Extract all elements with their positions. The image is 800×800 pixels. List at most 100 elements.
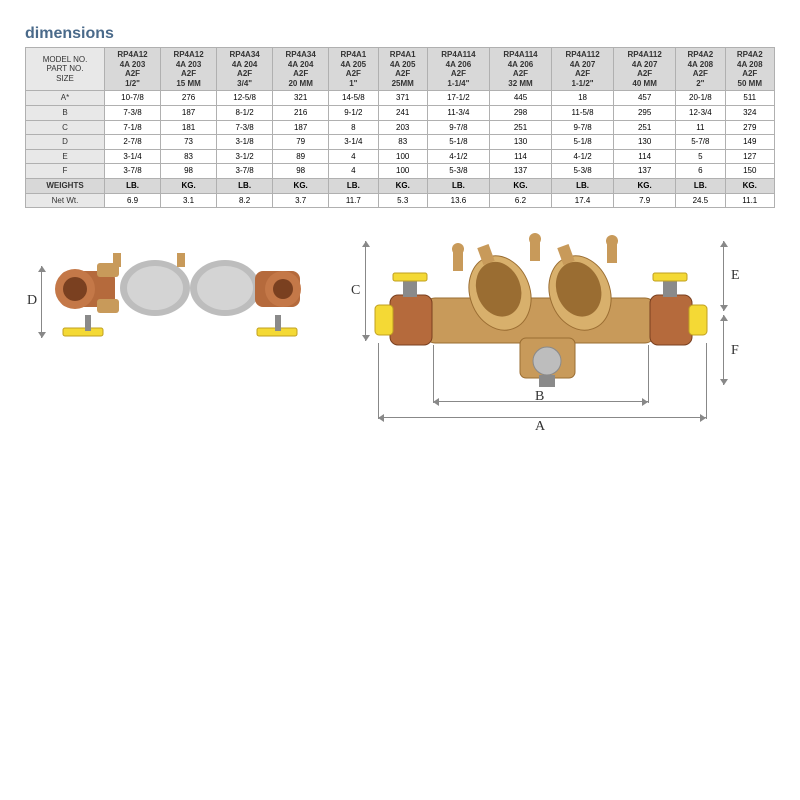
- cell: 9-7/8: [552, 120, 614, 135]
- weight-unit: KG.: [725, 178, 774, 193]
- cell: 7-1/8: [105, 120, 161, 135]
- netwt-cell: 6.2: [489, 193, 551, 208]
- netwt-cell: 8.2: [217, 193, 273, 208]
- cell: 114: [614, 149, 676, 164]
- row-label: A*: [26, 91, 105, 106]
- col-header-0: RP4A124A 203A2F1/2": [105, 48, 161, 91]
- cell: 3-1/8: [217, 135, 273, 150]
- col-header-5: RP4A14A 205A2F25MM: [378, 48, 427, 91]
- cell: 5-7/8: [676, 135, 725, 150]
- dim-label-c: C: [351, 283, 360, 299]
- header-labels: MODEL NO. PART NO. SIZE: [26, 48, 105, 91]
- cell: 445: [489, 91, 551, 106]
- cell: 3-1/4: [329, 135, 378, 150]
- section-title: dimensions: [25, 25, 775, 43]
- weights-row: WEIGHTSLB.KG.LB.KG.LB.KG.LB.KG.LB.KG.LB.…: [26, 178, 775, 193]
- cell: 7-3/8: [105, 105, 161, 120]
- cell: 371: [378, 91, 427, 106]
- cell: 3-1/4: [105, 149, 161, 164]
- weight-unit: LB.: [217, 178, 273, 193]
- cell: 321: [273, 91, 329, 106]
- netwt-cell: 11.7: [329, 193, 378, 208]
- row-label: D: [26, 135, 105, 150]
- netwt-cell: 13.6: [427, 193, 489, 208]
- weight-unit: KG.: [273, 178, 329, 193]
- netwt-cell: 3.7: [273, 193, 329, 208]
- weight-unit: KG.: [161, 178, 217, 193]
- cell: 216: [273, 105, 329, 120]
- row-label: E: [26, 149, 105, 164]
- weight-unit: LB.: [676, 178, 725, 193]
- dim-label-f: F: [731, 343, 739, 359]
- cell: 279: [725, 120, 774, 135]
- dim-row: C7-1/81817-3/818782039-7/82519-7/8251112…: [26, 120, 775, 135]
- col-header-1: RP4A124A 203A2F15 MM: [161, 48, 217, 91]
- cell: 8: [329, 120, 378, 135]
- cell: 12-5/8: [217, 91, 273, 106]
- cell: 83: [378, 135, 427, 150]
- col-header-2: RP4A344A 204A2F3/4": [217, 48, 273, 91]
- cell: 18: [552, 91, 614, 106]
- cell: 251: [614, 120, 676, 135]
- row-label: C: [26, 120, 105, 135]
- cell: 4-1/2: [427, 149, 489, 164]
- cell: 11-3/4: [427, 105, 489, 120]
- cell: 5: [676, 149, 725, 164]
- cell: 127: [725, 149, 774, 164]
- netwt-cell: 6.9: [105, 193, 161, 208]
- cell: 12-3/4: [676, 105, 725, 120]
- weight-unit: LB.: [427, 178, 489, 193]
- cell: 137: [614, 164, 676, 179]
- cell: 11: [676, 120, 725, 135]
- cell: 5-3/8: [552, 164, 614, 179]
- cell: 8-1/2: [217, 105, 273, 120]
- col-header-3: RP4A344A 204A2F20 MM: [273, 48, 329, 91]
- cell: 20-1/8: [676, 91, 725, 106]
- col-header-10: RP4A24A 208A2F2": [676, 48, 725, 91]
- cell: 324: [725, 105, 774, 120]
- weight-unit: KG.: [614, 178, 676, 193]
- valve-end-svg: [25, 233, 315, 363]
- cell: 83: [161, 149, 217, 164]
- netwt-cell: 5.3: [378, 193, 427, 208]
- cell: 10-7/8: [105, 91, 161, 106]
- cell: 100: [378, 164, 427, 179]
- netwt-row: Net Wt.6.93.18.23.711.75.313.66.217.47.9…: [26, 193, 775, 208]
- cell: 150: [725, 164, 774, 179]
- netwt-cell: 24.5: [676, 193, 725, 208]
- cell: 17-1/2: [427, 91, 489, 106]
- cell: 9-7/8: [427, 120, 489, 135]
- cell: 14-5/8: [329, 91, 378, 106]
- weights-label: WEIGHTS: [26, 178, 105, 193]
- col-header-6: RP4A1144A 206A2F1-1/4": [427, 48, 489, 91]
- dimensions-table: MODEL NO. PART NO. SIZE RP4A124A 203A2F1…: [25, 47, 775, 208]
- dim-row: F3-7/8983-7/89841005-3/81375-3/81376150: [26, 164, 775, 179]
- cell: 114: [489, 149, 551, 164]
- cell: 79: [273, 135, 329, 150]
- cell: 251: [489, 120, 551, 135]
- row-label: F: [26, 164, 105, 179]
- cell: 187: [161, 105, 217, 120]
- col-header-8: RP4A1124A 207A2F1-1/2": [552, 48, 614, 91]
- netwt-cell: 7.9: [614, 193, 676, 208]
- cell: 130: [489, 135, 551, 150]
- cell: 5-1/8: [427, 135, 489, 150]
- col-header-9: RP4A1124A 207A2F40 MM: [614, 48, 676, 91]
- weight-unit: KG.: [489, 178, 551, 193]
- dim-label-b: B: [535, 389, 544, 405]
- cell: 5-1/8: [552, 135, 614, 150]
- cell: 6: [676, 164, 725, 179]
- cell: 73: [161, 135, 217, 150]
- netwt-cell: 3.1: [161, 193, 217, 208]
- cell: 457: [614, 91, 676, 106]
- cell: 203: [378, 120, 427, 135]
- cell: 89: [273, 149, 329, 164]
- valve-side-svg: [345, 233, 745, 433]
- dim-label-a: A: [535, 419, 545, 435]
- diagrams-area: D: [25, 233, 775, 433]
- cell: 3-1/2: [217, 149, 273, 164]
- dim-row: B7-3/81878-1/22169-1/224111-3/429811-5/8…: [26, 105, 775, 120]
- weight-unit: KG.: [378, 178, 427, 193]
- cell: 511: [725, 91, 774, 106]
- col-header-4: RP4A14A 205A2F1": [329, 48, 378, 91]
